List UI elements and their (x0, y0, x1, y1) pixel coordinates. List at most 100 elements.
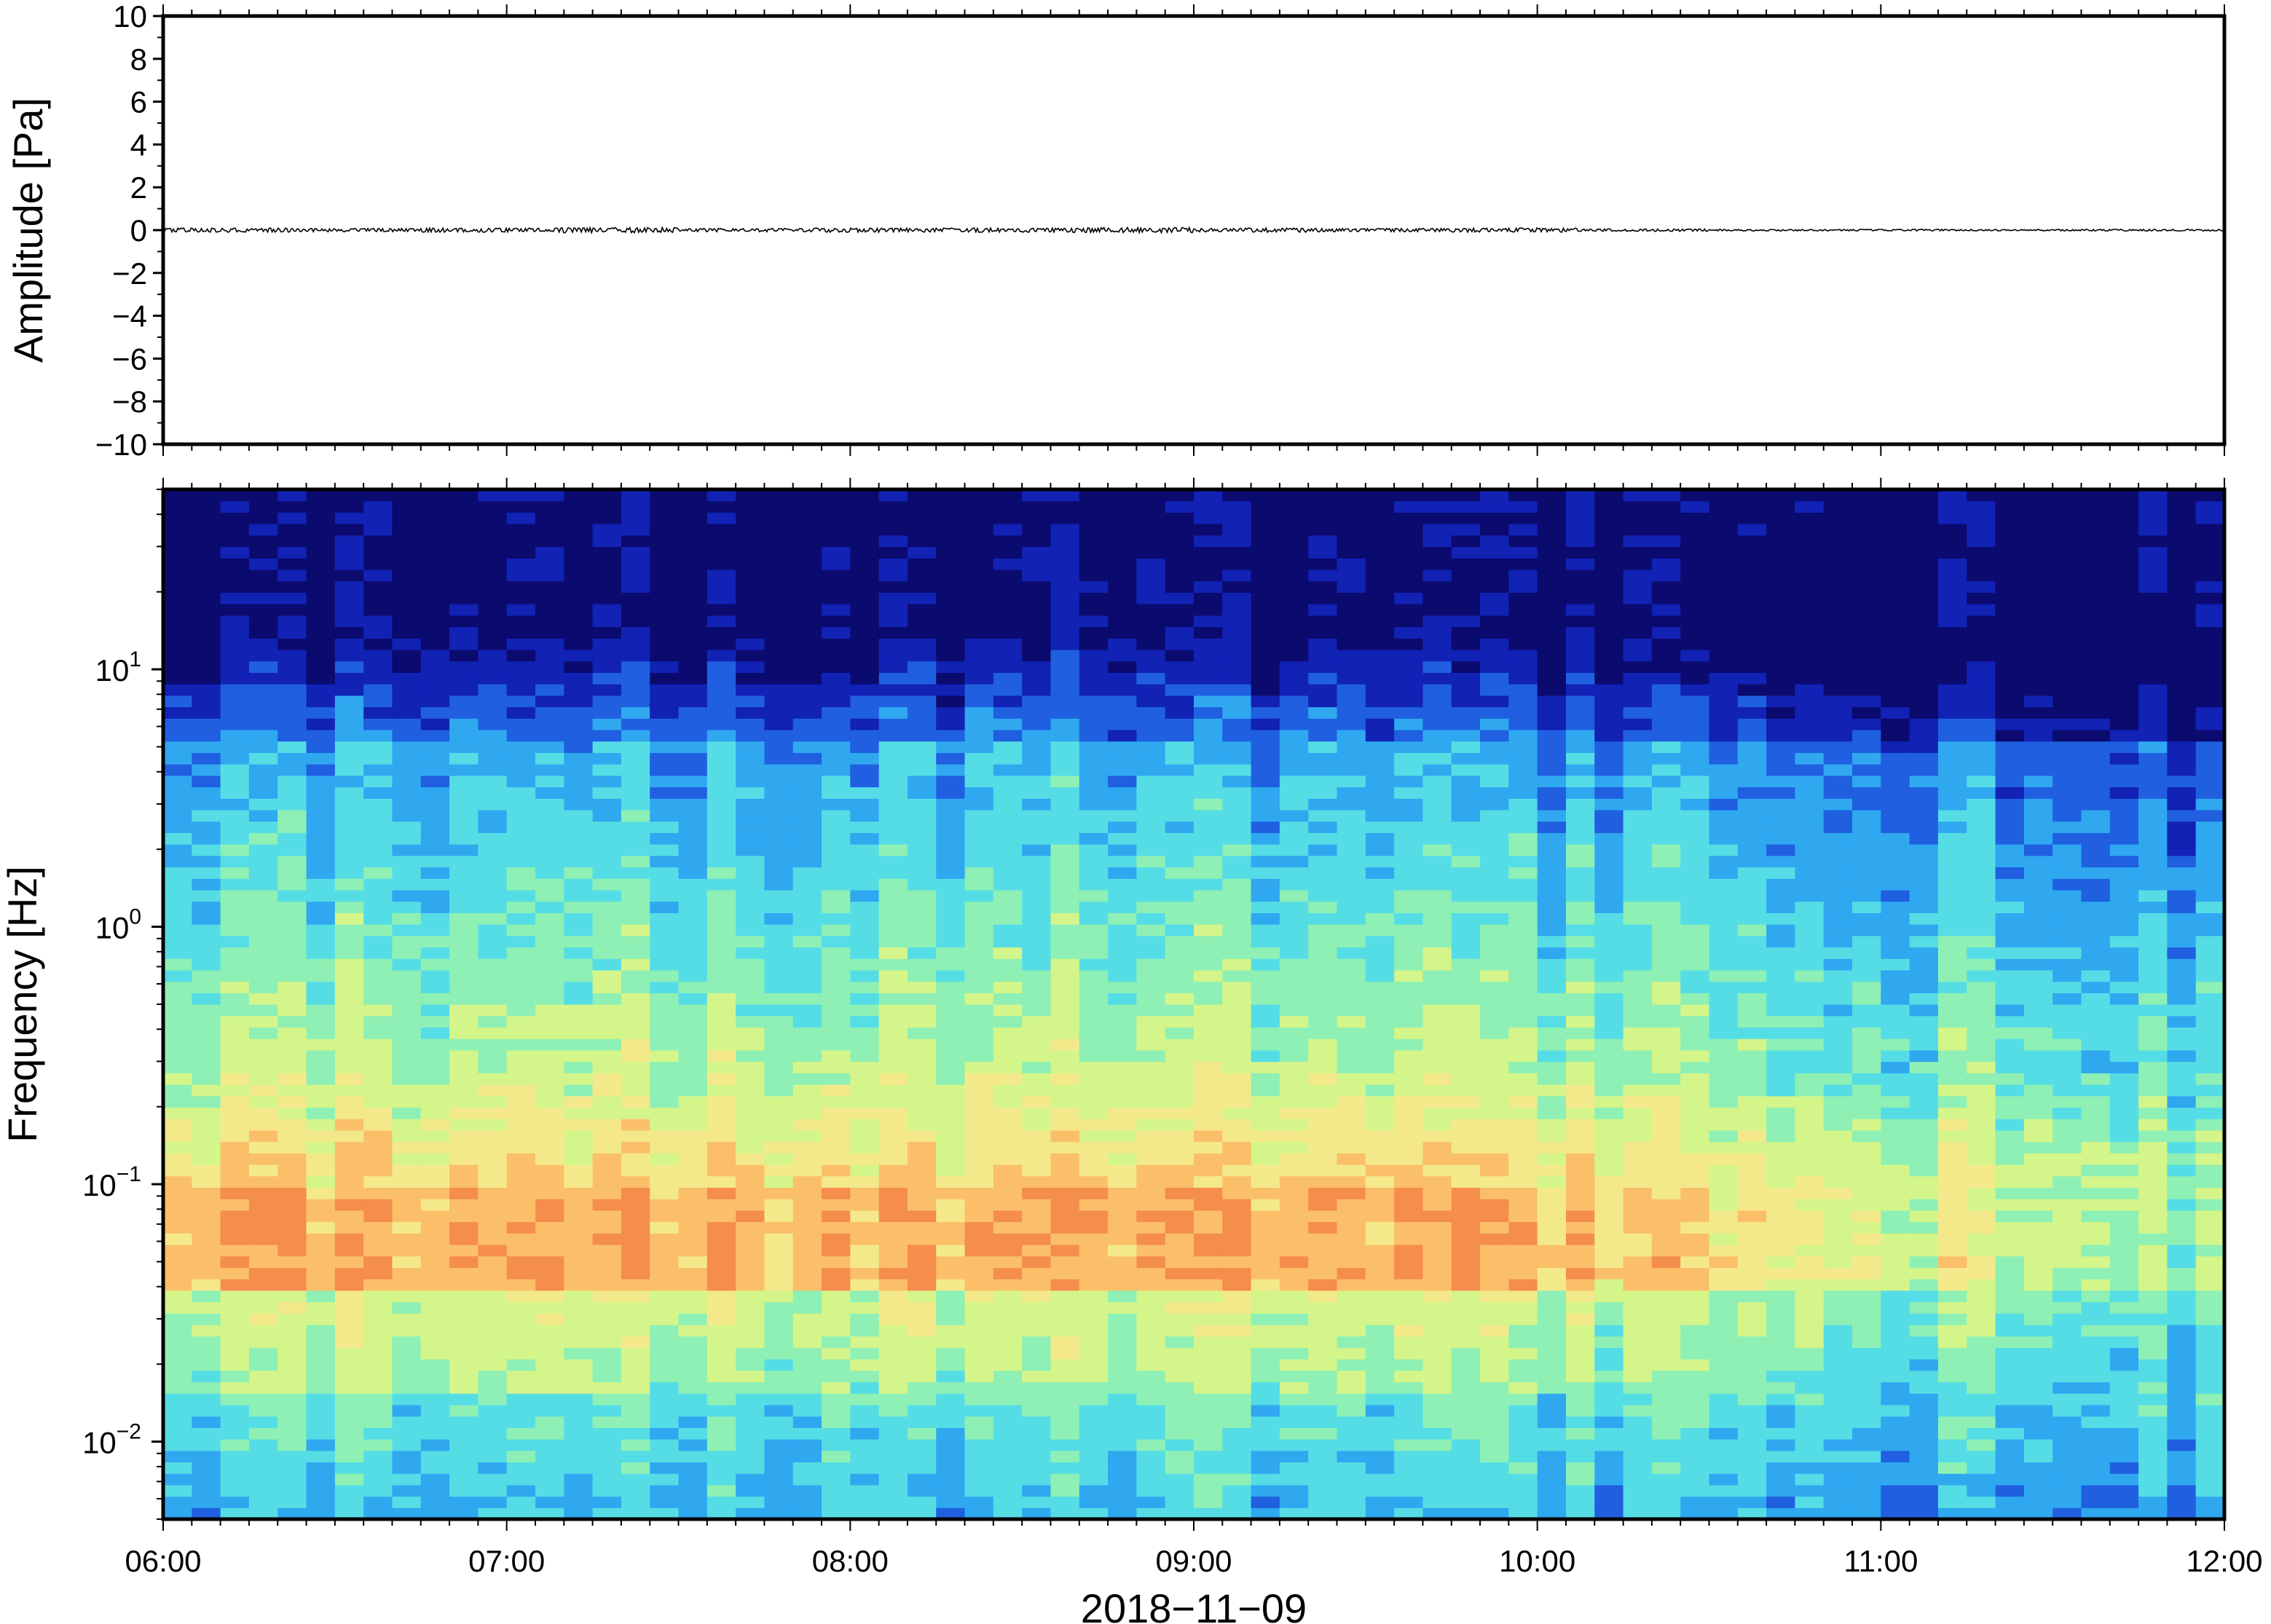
spectrogram-cell (420, 1175, 450, 1188)
spectrogram-cell (736, 580, 765, 593)
spectrogram-cell (1050, 1004, 1080, 1017)
spectrogram-cell (1251, 1473, 1280, 1486)
spectrogram-cell (736, 1347, 765, 1360)
spectrogram-cell (964, 1393, 994, 1406)
spectrogram-cell (420, 580, 450, 593)
spectrogram-cell (564, 832, 594, 845)
spectrogram-cell (964, 924, 994, 937)
spectrogram-cell (1451, 1153, 1481, 1165)
spectrogram-cell (449, 626, 479, 639)
spectrogram-cell (878, 844, 908, 856)
spectrogram-cell (535, 752, 564, 765)
spectrogram-cell (306, 1507, 336, 1520)
spectrogram-cell (1337, 706, 1366, 719)
spectrogram-cell (1194, 787, 1223, 799)
spectrogram-cell (707, 558, 736, 570)
spectrogram-cell (506, 981, 536, 993)
spectrogram-cell (878, 535, 908, 548)
spectrogram-cell (650, 1015, 680, 1028)
spectrogram-cell (592, 1290, 622, 1303)
spectrogram-cell (1136, 821, 1166, 833)
spectrogram-cell (334, 524, 364, 536)
spectrogram-cell (1537, 1427, 1567, 1440)
spectrogram-cell (1480, 661, 1509, 673)
spectrogram-cell (1079, 1221, 1109, 1234)
spectrogram-cell (478, 615, 508, 628)
spectrogram-cell (1623, 1233, 1653, 1245)
spectrogram-cell (449, 775, 479, 788)
spectrogram-cell (1594, 592, 1624, 604)
spectrogram-cell (163, 1507, 192, 1520)
spectrogram-cell (1022, 604, 1052, 616)
spectrogram-cell (1022, 1004, 1052, 1017)
spectrogram-cell (621, 1130, 650, 1143)
spectrogram-cell (1279, 661, 1309, 673)
spectrogram-cell (478, 706, 508, 719)
spectrogram-cell (248, 1381, 278, 1394)
spectrogram-cell (1022, 1084, 1052, 1097)
spectrogram-cell (1279, 1393, 1309, 1406)
spectrogram-cell (420, 935, 450, 948)
spectrogram-cell (878, 787, 908, 799)
spectrogram-cell (1108, 649, 1137, 662)
spectrogram-cell (678, 1393, 708, 1406)
spectrogram-cell (1623, 1038, 1653, 1051)
spectrogram-cell (1337, 912, 1366, 925)
spectrogram-cell (1251, 844, 1280, 856)
spectrogram-cell (1279, 1049, 1309, 1063)
spectrogram-cell (478, 1073, 508, 1085)
spectrogram-cell (248, 512, 278, 524)
spectrogram-cell (1194, 580, 1223, 593)
spectrogram-cell (1050, 1210, 1080, 1223)
spectrogram-cell (1136, 1359, 1166, 1371)
spectrogram-cell (964, 1199, 994, 1211)
spectrogram-cell (1108, 1381, 1137, 1394)
spectrogram-cell (907, 500, 937, 513)
spectrogram-cell (248, 764, 278, 776)
spectrogram-cell (707, 706, 736, 719)
spectrogram-cell (1365, 855, 1395, 868)
spectrogram-cell (278, 661, 307, 673)
spectrogram-cell (1394, 672, 1424, 685)
spectrogram-cell (1022, 798, 1052, 811)
spectrogram-cell (1337, 1381, 1366, 1394)
spectrogram-cell (420, 1393, 450, 1406)
spectrogram-cell (449, 1359, 479, 1371)
spectrogram-cell (1222, 1153, 1252, 1165)
spectrogram-cell (850, 1141, 880, 1154)
spectrogram-cell (306, 1199, 336, 1211)
spectrogram-cell (1451, 1164, 1481, 1177)
spectrogram-cell (1251, 661, 1280, 673)
spectrogram-cell (278, 1210, 307, 1223)
spectrogram-cell (1594, 1290, 1624, 1303)
spectrogram-cell (707, 878, 736, 891)
spectrogram-cell (1422, 867, 1452, 879)
spectrogram-cell (306, 752, 336, 765)
spectrogram-cell (1394, 741, 1424, 753)
spectrogram-cell (1594, 1061, 1624, 1073)
spectrogram-cell (478, 741, 508, 753)
spectrogram-cell (1251, 1221, 1280, 1234)
spectrogram-cell (878, 684, 908, 696)
spectrogram-cell (1365, 638, 1395, 650)
spectrogram-cell (220, 924, 250, 937)
spectrogram-cell (1337, 1049, 1366, 1063)
spectrogram-cell (907, 787, 937, 799)
spectrogram-cell (1537, 1233, 1567, 1245)
spectrogram-cell (163, 1473, 192, 1486)
spectrogram-cell (1251, 1004, 1280, 1017)
spectrogram-cell (850, 500, 880, 513)
spectrogram-cell (363, 1427, 393, 1440)
spectrogram-cell (420, 924, 450, 937)
spectrogram-cell (449, 901, 479, 913)
spectrogram-cell (420, 1267, 450, 1280)
spectrogram-cell (936, 1336, 966, 1348)
spectrogram-cell (1451, 684, 1481, 696)
spectrogram-cell (363, 615, 393, 628)
spectrogram-cell (1480, 1267, 1509, 1280)
spectrogram-cell (964, 969, 994, 982)
spectrogram-cell (707, 958, 736, 971)
spectrogram-cell (564, 1141, 594, 1154)
spectrogram-cell (1079, 809, 1109, 822)
